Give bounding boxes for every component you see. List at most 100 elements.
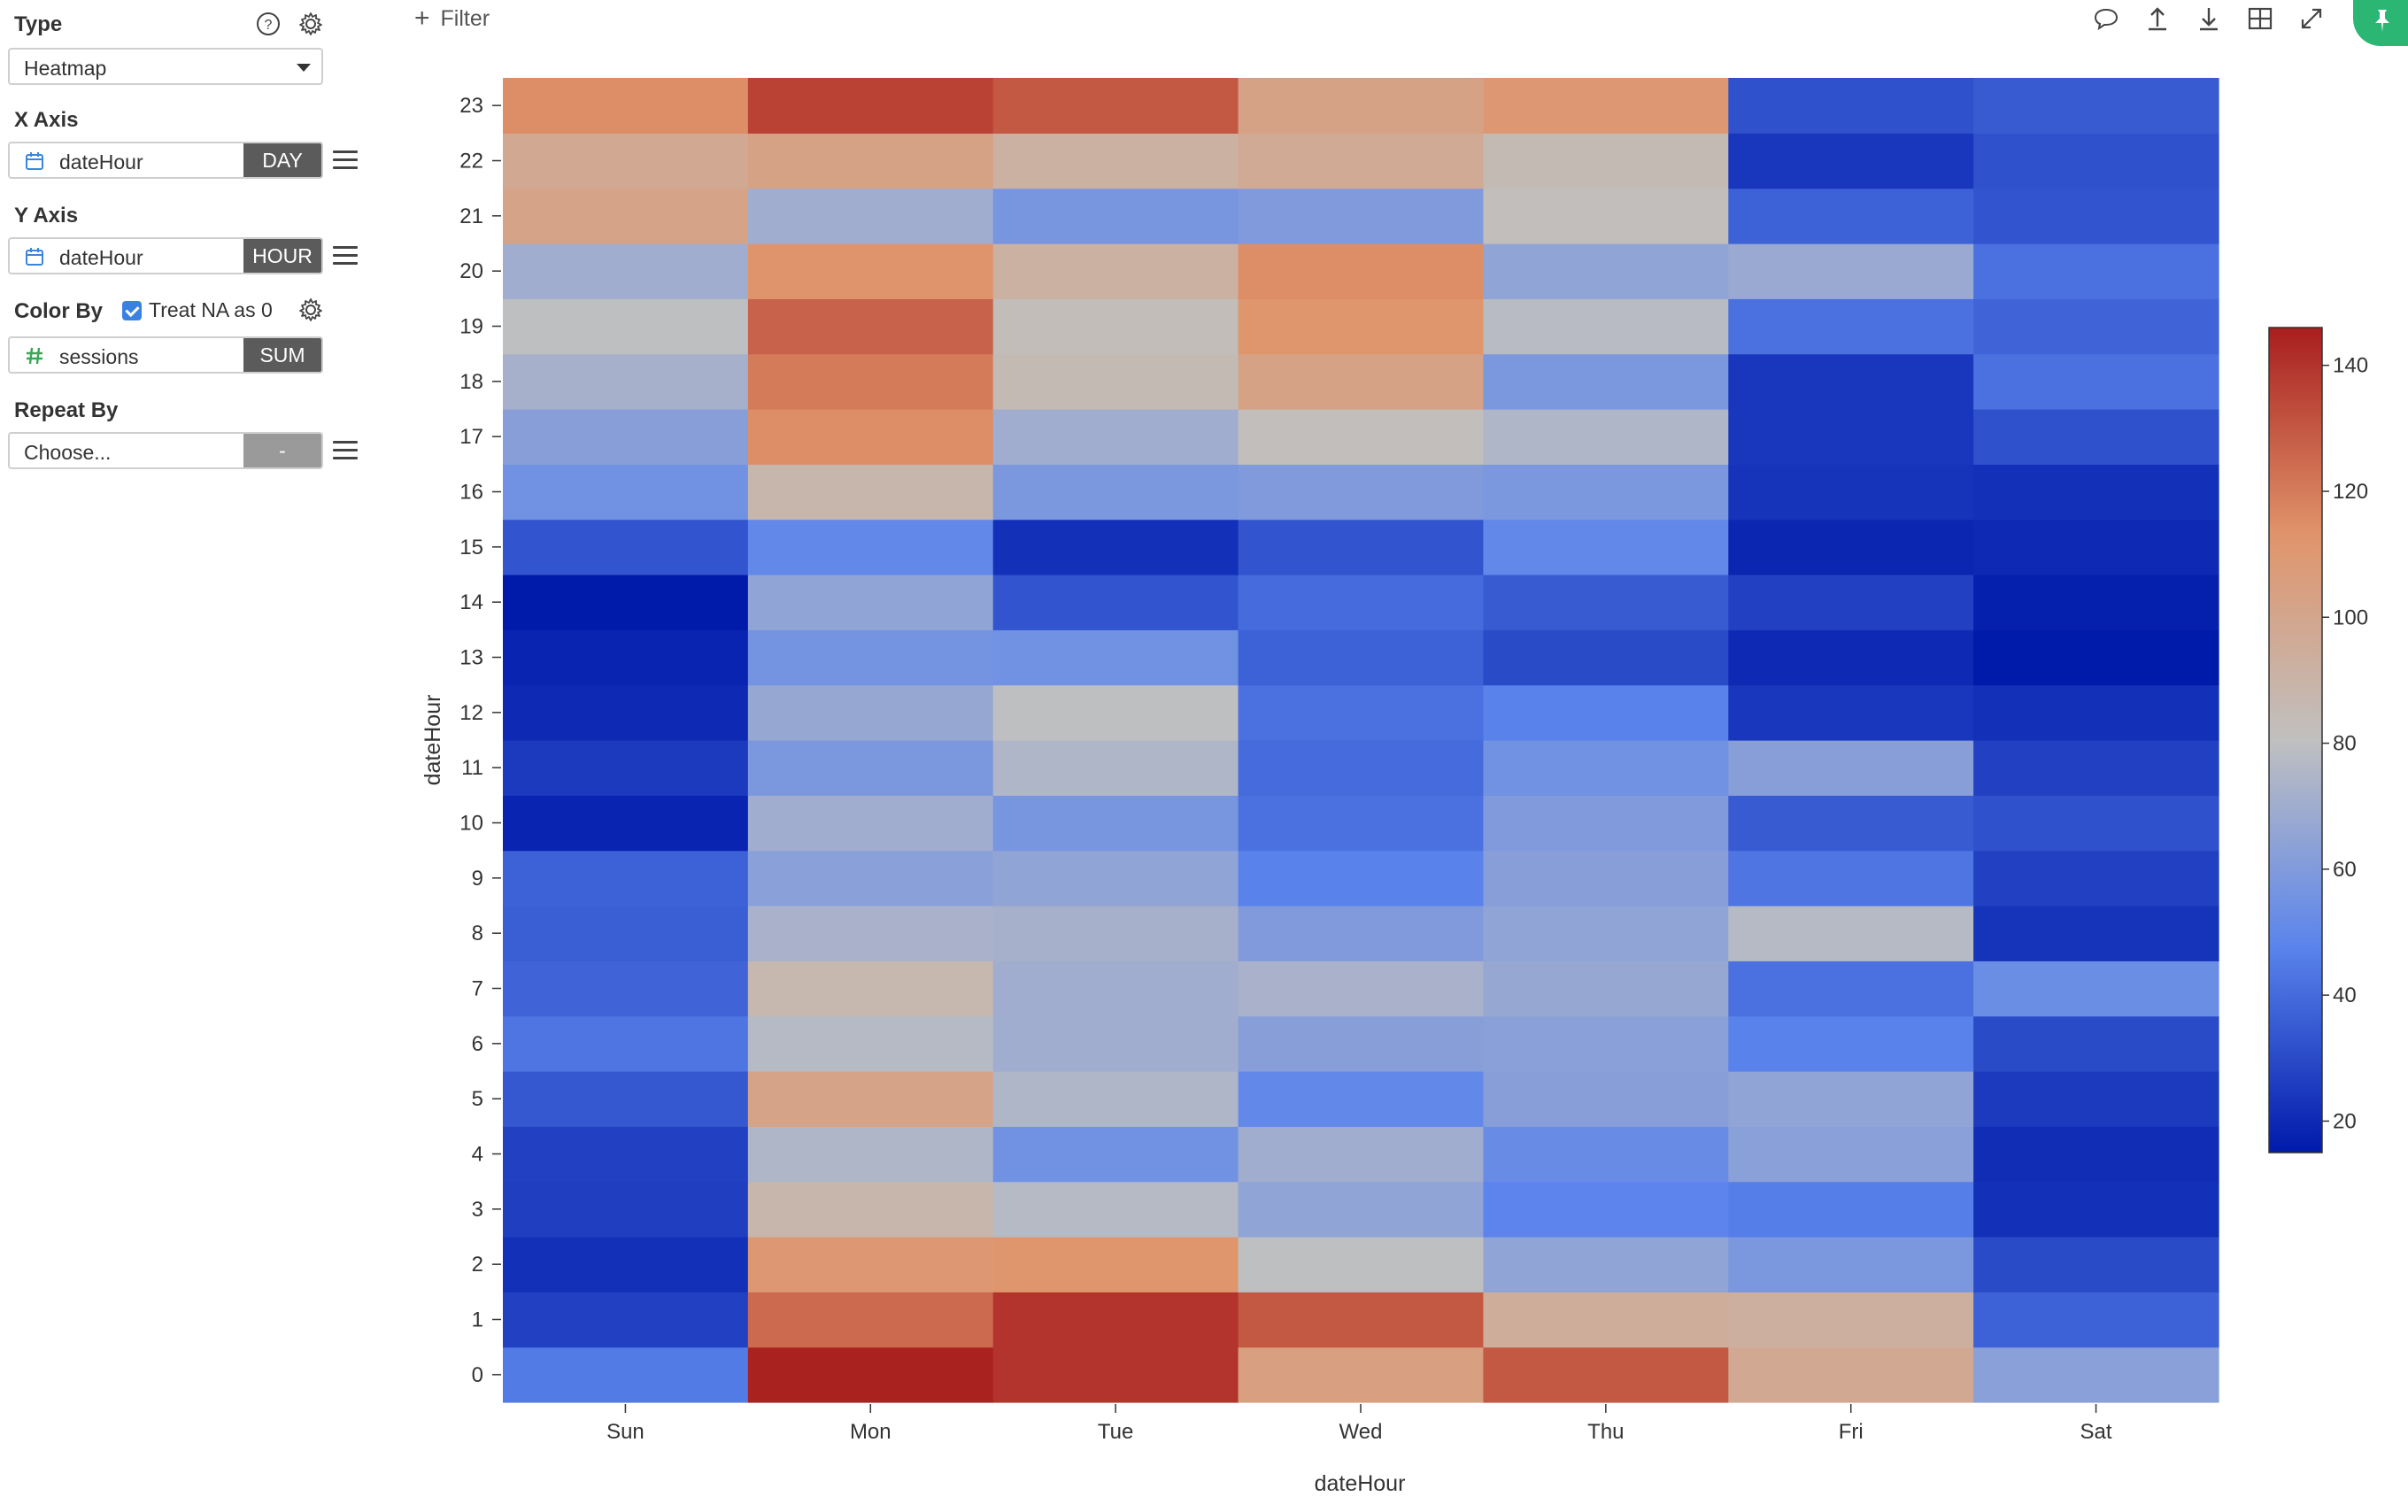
download-icon[interactable]	[2194, 4, 2226, 35]
heatmap-cell-sat-1	[1973, 1292, 2219, 1348]
heatmap-cell-mon-2	[747, 1237, 994, 1292]
heatmap-cell-mon-4	[747, 1126, 994, 1183]
y-axis-field[interactable]: dateHour HOUR	[8, 237, 323, 274]
y-tick-label: 2	[472, 1253, 483, 1277]
heatmap-cell-sun-12	[503, 684, 749, 741]
checkbox-checked-icon[interactable]	[122, 300, 142, 320]
filter-button[interactable]: + Filter	[414, 5, 490, 32]
heatmap-cell-thu-0	[1483, 1346, 1729, 1403]
heatmap-cell-sun-6	[503, 1015, 749, 1072]
treat-na-checkbox[interactable]: Treat NA as 0	[122, 298, 273, 322]
heatmap-cell-wed-23	[1238, 78, 1485, 134]
heatmap-cell-thu-9	[1483, 850, 1729, 906]
heatmap-cell-sat-4	[1973, 1126, 2219, 1183]
heatmap-cell-tue-5	[992, 1071, 1239, 1127]
heatmap-cell-sat-18	[1973, 353, 2219, 410]
heatmap-cell-mon-8	[747, 906, 994, 961]
heatmap-cell-wed-19	[1238, 298, 1485, 355]
y-tick-label: 14	[459, 590, 483, 614]
heatmap-cell-sat-12	[1973, 684, 2219, 741]
x-tick-label: Sat	[2080, 1420, 2112, 1444]
heatmap-cell-wed-7	[1238, 960, 1485, 1017]
heatmap-cell-thu-13	[1483, 629, 1729, 686]
heatmap-cell-wed-6	[1238, 1015, 1485, 1072]
heatmap-cell-mon-0	[747, 1346, 994, 1403]
heatmap-cell-tue-10	[992, 795, 1239, 852]
heatmap-cell-fri-0	[1728, 1346, 1974, 1403]
heatmap-cell-sun-17	[503, 409, 749, 465]
heatmap-cell-mon-23	[747, 78, 994, 134]
repeat-by-agg-button[interactable]: -	[243, 434, 321, 467]
heatmap-cell-sun-2	[503, 1237, 749, 1292]
heatmap-cell-mon-10	[747, 795, 994, 852]
heatmap-cell-tue-15	[992, 519, 1239, 575]
upload-icon[interactable]	[2142, 4, 2174, 35]
heatmap-cell-thu-8	[1483, 906, 1729, 961]
treat-na-label: Treat NA as 0	[149, 298, 273, 321]
heatmap-cell-sat-2	[1973, 1237, 2219, 1292]
heatmap-cell-thu-2	[1483, 1237, 1729, 1292]
expand-icon[interactable]	[2296, 4, 2328, 35]
heatmap-cell-sat-17	[1973, 409, 2219, 465]
y-axis-menu-icon[interactable]	[333, 246, 358, 266]
heatmap-cell-sun-5	[503, 1071, 749, 1127]
chevron-down-icon	[297, 64, 311, 72]
heatmap-cell-fri-7	[1728, 960, 1974, 1017]
heatmap-cell-mon-3	[747, 1181, 994, 1238]
heatmap-cell-sat-11	[1973, 740, 2219, 796]
help-icon[interactable]: ?	[253, 9, 283, 39]
x-tick-label: Mon	[850, 1420, 891, 1444]
y-tick-label: 18	[459, 370, 483, 394]
heatmap-cell-sat-8	[1973, 906, 2219, 961]
type-settings-gear-icon[interactable]	[296, 9, 326, 39]
x-tick-label: Sun	[606, 1420, 644, 1444]
x-tick-label: Fri	[1839, 1420, 1864, 1444]
x-axis-menu-icon[interactable]	[333, 150, 358, 170]
color-by-field[interactable]: sessions SUM	[8, 336, 323, 374]
color-settings-gear-icon[interactable]	[296, 295, 326, 325]
heatmap-cell-sun-10	[503, 795, 749, 852]
y-axis-title: dateHour	[421, 695, 445, 786]
number-hash-icon	[27, 347, 42, 365]
heatmap-cell-tue-17	[992, 409, 1239, 465]
heatmap-cell-fri-12	[1728, 684, 1974, 741]
y-tick-label: 9	[472, 867, 483, 891]
heatmap-cell-fri-16	[1728, 464, 1974, 521]
pin-button[interactable]	[2353, 0, 2408, 46]
heatmap-cell-fri-9	[1728, 850, 1974, 906]
color-by-agg-button[interactable]: SUM	[243, 338, 321, 372]
table-icon[interactable]	[2245, 4, 2277, 35]
heatmap-cell-thu-19	[1483, 298, 1729, 355]
type-label: Type	[14, 12, 63, 36]
heatmap-cell-sun-23	[503, 78, 749, 134]
repeat-by-menu-icon[interactable]	[333, 441, 358, 460]
x-tick-label: Thu	[1587, 1420, 1624, 1444]
y-tick-label: 16	[459, 481, 483, 505]
heatmap-cell-mon-7	[747, 960, 994, 1017]
heatmap-cell-wed-4	[1238, 1126, 1485, 1183]
heatmap-cell-fri-18	[1728, 353, 1974, 410]
x-axis-title: dateHour	[1315, 1471, 1406, 1496]
pin-icon	[2375, 10, 2389, 32]
heatmap-cell-fri-3	[1728, 1181, 1974, 1238]
repeat-by-field[interactable]: Choose... -	[8, 432, 323, 469]
heatmap-cell-wed-10	[1238, 795, 1485, 852]
heatmap-cell-sat-5	[1973, 1071, 2219, 1127]
heatmap-cells	[503, 78, 2219, 1403]
comment-icon[interactable]	[2091, 4, 2123, 35]
y-axis-agg-button[interactable]: HOUR	[243, 239, 321, 273]
heatmap-cell-thu-3	[1483, 1181, 1729, 1238]
heatmap-cell-sun-4	[503, 1126, 749, 1183]
x-axis-field[interactable]: dateHour DAY	[8, 142, 323, 179]
heatmap-cell-thu-16	[1483, 464, 1729, 521]
calendar-icon	[26, 152, 43, 170]
heatmap-cell-tue-9	[992, 850, 1239, 906]
heatmap-cell-fri-2	[1728, 1237, 1974, 1292]
x-axis-agg-button[interactable]: DAY	[243, 143, 321, 177]
heatmap-cell-wed-11	[1238, 740, 1485, 796]
heatmap-cell-wed-1	[1238, 1292, 1485, 1348]
chart-type-select[interactable]: Heatmap	[8, 48, 323, 85]
x-axis-label: X Axis	[14, 108, 79, 132]
heatmap-cell-mon-15	[747, 519, 994, 575]
x-tick-label: Tue	[1098, 1420, 1133, 1444]
